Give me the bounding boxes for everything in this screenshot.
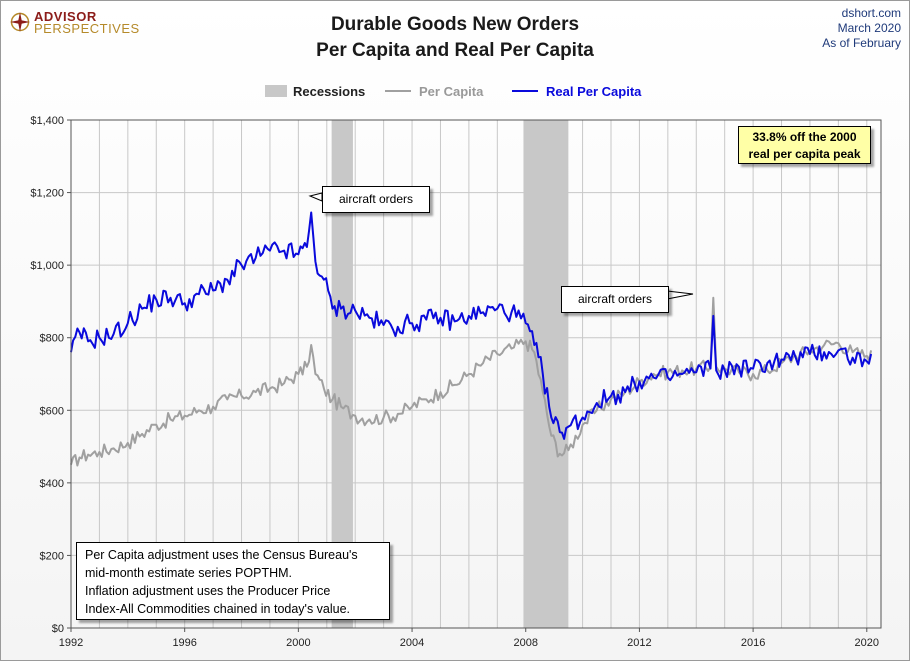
peak-note-line-1: 33.8% off the 2000 — [752, 130, 857, 144]
y-tick-label-4: $800 — [40, 333, 64, 345]
source-date: March 2020 — [837, 21, 901, 35]
y-tick-label-5: $1,000 — [30, 260, 64, 272]
logo-text-advisor: ADVISOR — [34, 9, 97, 24]
legend-label-recessions: Recessions — [293, 84, 366, 99]
x-tick-label-7: 2020 — [855, 637, 879, 649]
y-tick-label-2: $400 — [40, 478, 64, 490]
advisor-perspectives-logo: ADVISOR PERSPECTIVES — [10, 9, 150, 39]
y-tick-label-6: $1,200 — [30, 188, 64, 200]
legend-item-per-capita: Per Capita — [385, 84, 483, 99]
annotation-aircraft-orders-2000: aircraft orders — [322, 186, 430, 213]
legend-item-real-per-capita: Real Per Capita — [512, 84, 641, 99]
x-tick-label-3: 2004 — [400, 637, 424, 649]
legend-swatch-recessions — [265, 85, 287, 97]
recession-band-2 — [523, 120, 569, 628]
source-as-of: As of February — [822, 36, 901, 50]
recession-band-1 — [331, 120, 353, 628]
compass-icon — [10, 12, 30, 32]
annotation-aircraft-orders-2014: aircraft orders — [561, 286, 669, 313]
x-tick-label-2: 2000 — [286, 637, 310, 649]
logo-text-perspectives: PERSPECTIVES — [34, 21, 140, 36]
legend-label-per-capita: Per Capita — [419, 84, 484, 99]
source-site: dshort.com — [841, 6, 901, 20]
y-tick-label-1: $200 — [40, 550, 64, 562]
series-lines — [70, 211, 873, 467]
x-tick-label-0: 1992 — [59, 637, 83, 649]
y-tick-label-3: $600 — [40, 405, 64, 417]
legend-swatch-per-capita — [385, 90, 411, 92]
line-per-capita — [70, 296, 873, 467]
peak-note-line-2: real per capita peak — [748, 147, 861, 161]
legend-swatch-real-per-capita — [512, 90, 538, 92]
x-axis-ticks: 1992 1996 2000 2004 2008 2012 2016 2020 — [59, 628, 879, 649]
chart-title-line-2: Per Capita and Real Per Capita — [316, 40, 594, 61]
methodology-line-3: Inflation adjustment uses the Producer P… — [85, 584, 331, 598]
x-tick-label-6: 2016 — [741, 637, 765, 649]
x-tick-label-4: 2008 — [513, 637, 537, 649]
y-tick-label-0: $0 — [52, 623, 64, 635]
methodology-line-4: Index-All Commodities chained in today's… — [85, 602, 351, 616]
legend-label-real-per-capita: Real Per Capita — [546, 84, 642, 99]
chart-title-line-1: Durable Goods New Orders — [330, 14, 580, 35]
x-tick-label-5: 2012 — [627, 637, 651, 649]
methodology-line-2: mid-month estimate series POPTHM. — [85, 566, 292, 580]
recession-bands — [331, 120, 569, 628]
y-axis-ticks: $0 $200 $400 $600 $800 $1,000 $1,200 $1,400 — [30, 115, 71, 635]
x-tick-label-1: 1996 — [172, 637, 196, 649]
y-tick-label-7: $1,400 — [30, 115, 64, 127]
plot-area-border — [70, 119, 882, 629]
legend-item-recessions: Recessions — [265, 84, 365, 99]
annotation-1-pointer — [308, 192, 323, 202]
methodology-line-1: Per Capita adjustment uses the Census Bu… — [85, 548, 358, 562]
annotation-2-pointer — [666, 290, 694, 300]
line-real-per-capita — [70, 211, 873, 440]
methodology-note: Per Capita adjustment uses the Census Bu… — [76, 542, 390, 620]
peak-note: 33.8% off the 2000 real per capita peak — [738, 126, 871, 164]
